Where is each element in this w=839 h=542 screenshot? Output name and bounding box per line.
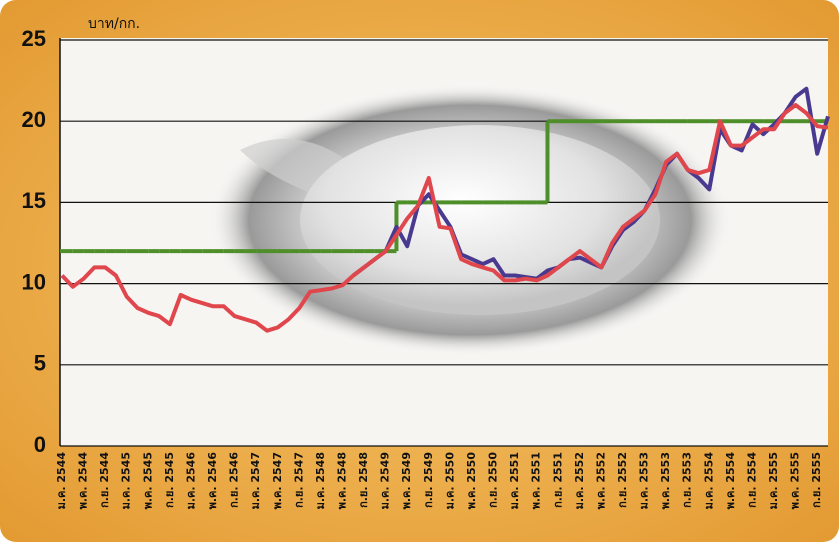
x-tick-label: ก.ย. 2548	[357, 452, 370, 508]
y-tick-label: 20	[22, 107, 46, 132]
x-tick-label: ก.ย. 2544	[98, 452, 111, 508]
x-tick-label: พ.ค. 2548	[336, 452, 349, 509]
y-tick-label: 10	[22, 269, 46, 294]
x-tick-label: ก.ย. 2549	[422, 452, 435, 508]
x-tick-label: ม.ค. 2550	[443, 452, 456, 510]
x-tick-label: ม.ค. 2553	[638, 452, 651, 509]
y-tick-label: 25	[22, 26, 46, 51]
x-tick-label: พ.ค. 2553	[659, 452, 672, 509]
x-tick-label: พ.ค. 2550	[465, 452, 478, 510]
x-tick-label: ม.ค. 2548	[314, 452, 327, 509]
x-tick-label: พ.ค. 2552	[594, 452, 607, 509]
x-tick-label: พ.ค. 2555	[789, 452, 802, 509]
x-tick-label: ม.ค. 2544	[55, 452, 68, 510]
y-tick-label: 15	[22, 188, 46, 213]
x-tick-label: ม.ค. 2554	[702, 452, 715, 510]
x-tick-label: ก.ย. 2551	[551, 452, 564, 508]
y-axis-title: บาท/กก.	[88, 16, 140, 32]
x-tick-label: ก.ย. 2550	[487, 452, 500, 508]
x-tick-label: ก.ย. 2546	[228, 452, 241, 508]
x-tick-label: ม.ค. 2549	[379, 452, 392, 509]
x-tick-label: พ.ค. 2545	[141, 452, 154, 509]
x-tick-label: ม.ค. 2555	[767, 452, 780, 509]
x-tick-label: ก.ย. 2547	[292, 452, 305, 508]
x-tick-label: ก.ย. 2553	[681, 452, 694, 508]
x-tick-label: ก.ย. 2555	[810, 452, 823, 508]
x-tick-label: ก.ย. 2554	[745, 452, 758, 508]
y-tick-label: 5	[34, 351, 46, 376]
x-tick-label: พ.ค. 2547	[271, 452, 284, 509]
x-tick-label: ม.ค. 2545	[120, 452, 133, 509]
spoon-picture	[210, 85, 730, 355]
x-tick-label: ก.ย. 2545	[163, 452, 176, 508]
x-tick-label: พ.ค. 2544	[77, 452, 90, 510]
x-tick-label: ม.ค. 2547	[249, 452, 262, 509]
x-tick-label: ก.ย. 2552	[616, 452, 629, 508]
series-line	[60, 103, 829, 333]
x-tick-label: ม.ค. 2546	[184, 452, 197, 510]
y-tick-label: 0	[34, 432, 46, 457]
x-tick-label: พ.ค. 2551	[530, 452, 543, 509]
x-tick-label: พ.ค. 2549	[400, 452, 413, 509]
x-tick-label: พ.ค. 2554	[724, 452, 737, 510]
x-tick-label: ม.ค. 2551	[508, 452, 521, 509]
x-tick-label: พ.ค. 2546	[206, 452, 219, 510]
x-tick-label: ม.ค. 2552	[573, 452, 586, 509]
